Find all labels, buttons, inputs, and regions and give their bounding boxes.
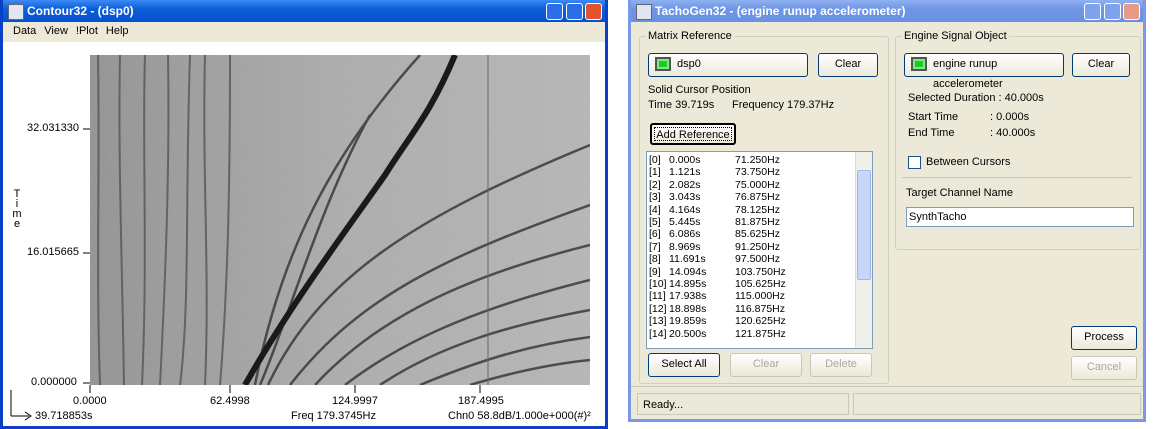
- window-title: TachoGen32 - (engine runup accelerometer…: [655, 4, 906, 18]
- desktop: Contour32 - (dsp0) DataView!PlotHelp Tim…: [0, 0, 1154, 429]
- group-title: Matrix Reference: [646, 30, 734, 42]
- row-time: 4.164s: [669, 204, 701, 216]
- row-frequency: 115.000Hz: [735, 290, 785, 302]
- row-frequency: 91.250Hz: [735, 241, 780, 253]
- button-label: engine runup accelerometer: [933, 58, 1003, 90]
- close-button[interactable]: [1123, 3, 1140, 20]
- x-tick-label: 62.4998: [210, 395, 250, 407]
- separator: [902, 177, 1132, 178]
- engine-source-button[interactable]: engine runup accelerometer: [904, 53, 1064, 77]
- end-time: : 40.000s: [990, 127, 1035, 139]
- row-time: 18.898s: [669, 303, 706, 315]
- row-frequency: 78.125Hz: [735, 204, 780, 216]
- row-index: [11]: [649, 290, 666, 302]
- row-time: 20.500s: [669, 328, 706, 340]
- row-index: [10]: [649, 278, 667, 290]
- checkbox-label: Between Cursors: [926, 156, 1010, 168]
- row-frequency: 76.875Hz: [735, 191, 780, 203]
- engine-signal-group: Engine Signal Object engine runup accele…: [895, 36, 1141, 250]
- status-channel: Chn0 58.8dB/1.000e+000(#)²: [448, 410, 591, 422]
- clear-button[interactable]: Clear: [818, 53, 878, 77]
- axes: [3, 0, 603, 429]
- row-time: 19.859s: [669, 315, 706, 327]
- end-time-label: End Time: [908, 127, 954, 139]
- x-tick-label: 187.4995: [458, 395, 504, 407]
- cursor-heading: Solid Cursor Position: [648, 84, 751, 96]
- row-index: [1]: [649, 166, 661, 178]
- row-index: [14]: [649, 328, 667, 340]
- start-time: : 0.000s: [990, 111, 1029, 123]
- row-frequency: 103.750Hz: [735, 266, 786, 278]
- delete-button[interactable]: Delete: [810, 353, 872, 377]
- cursor-time: Time 39.719s: [648, 99, 714, 111]
- row-frequency: 121.875Hz: [735, 328, 786, 340]
- clear-list-button[interactable]: Clear: [730, 353, 802, 377]
- group-title: Engine Signal Object: [902, 30, 1009, 42]
- row-time: 5.445s: [669, 216, 701, 228]
- row-time: 11.691s: [669, 253, 706, 265]
- cancel-button[interactable]: Cancel: [1071, 356, 1137, 380]
- matrix-source-button[interactable]: dsp0: [648, 53, 808, 77]
- process-button[interactable]: Process: [1071, 326, 1137, 350]
- target-label: Target Channel Name: [906, 187, 1013, 199]
- row-frequency: 71.250Hz: [735, 154, 780, 166]
- checkbox[interactable]: [908, 156, 921, 169]
- row-frequency: 97.500Hz: [735, 253, 780, 265]
- row-frequency: 81.875Hz: [735, 216, 780, 228]
- title-bar: TachoGen32 - (engine runup accelerometer…: [631, 0, 1143, 22]
- add-reference-button[interactable]: Add Reference: [650, 123, 736, 145]
- status-time: 39.718853s: [35, 410, 93, 422]
- target-input[interactable]: SynthTacho: [906, 207, 1134, 227]
- clear-button[interactable]: Clear: [1072, 53, 1130, 77]
- row-time: 8.969s: [669, 241, 701, 253]
- row-index: [6]: [649, 228, 661, 240]
- row-frequency: 116.875Hz: [735, 303, 785, 315]
- button-label: dsp0: [677, 58, 701, 70]
- row-frequency: 85.625Hz: [735, 228, 780, 240]
- x-tick-label: 124.9997: [332, 395, 378, 407]
- row-index: [3]: [649, 191, 661, 203]
- row-time: 6.086s: [669, 228, 701, 240]
- row-frequency: 105.625Hz: [735, 278, 786, 290]
- row-index: [0]: [649, 154, 661, 166]
- row-frequency: 120.625Hz: [735, 315, 786, 327]
- selected-duration: Selected Duration : 40.000s: [908, 92, 1044, 104]
- row-index: [7]: [649, 241, 661, 253]
- row-time: 3.043s: [669, 191, 701, 203]
- select-all-button[interactable]: Select All: [648, 353, 720, 377]
- row-index: [13]: [649, 315, 667, 327]
- tacho-window: TachoGen32 - (engine runup accelerometer…: [628, 0, 1146, 422]
- status-text: Ready...: [643, 399, 683, 411]
- row-time: 14.895s: [669, 278, 706, 290]
- row-index: [12]: [649, 303, 667, 315]
- row-time: 0.000s: [669, 154, 701, 166]
- cursor-frequency: Frequency 179.37Hz: [732, 99, 834, 111]
- x-tick-label: 0.0000: [73, 395, 107, 407]
- row-time: 1.121s: [669, 166, 701, 178]
- status-bar: Ready...: [637, 393, 849, 415]
- row-time: 2.082s: [669, 179, 701, 191]
- row-index: [9]: [649, 266, 661, 278]
- row-frequency: 75.000Hz: [735, 179, 780, 191]
- row-time: 14.094s: [669, 266, 706, 278]
- status-frequency: Freq 179.3745Hz: [291, 410, 376, 422]
- row-index: [4]: [649, 204, 661, 216]
- scrollbar[interactable]: [855, 152, 872, 348]
- separator: [631, 386, 1143, 387]
- row-index: [2]: [649, 179, 661, 191]
- row-index: [8]: [649, 253, 661, 265]
- status-pane: [853, 393, 1141, 415]
- row-index: [5]: [649, 216, 661, 228]
- row-frequency: 73.750Hz: [735, 166, 780, 178]
- matrix-reference-group: Matrix Reference dsp0 Clear Solid Cursor…: [639, 36, 889, 384]
- reference-list[interactable]: [0] 0.000s 71.250Hz [1] 1.121s 73.750Hz [2] 2.0…: [646, 151, 873, 349]
- row-time: 17.938s: [669, 290, 706, 302]
- start-time-label: Start Time: [908, 111, 958, 123]
